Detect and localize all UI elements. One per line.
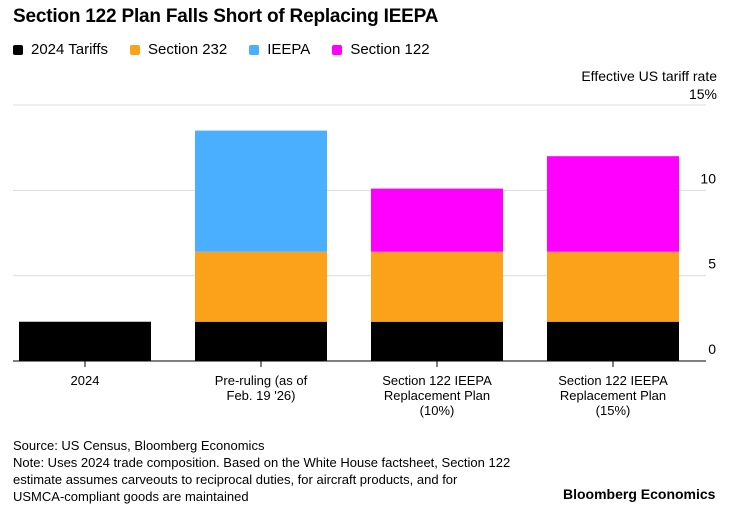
bar-segment-section-232 [547,251,679,322]
legend-item-ieepa: IEEPA [249,41,310,58]
note-line-3: USMCA-compliant goods are maintained [13,489,249,504]
note-line-1: Note: Uses 2024 trade composition. Based… [13,455,511,470]
legend-item-section-122: Section 122 [332,41,430,58]
legend-swatch [13,44,23,55]
bar-segment-section-122 [371,188,503,252]
y-tick-label: 5 [708,256,716,272]
source-text: Source: US Census, Bloomberg Economics [13,438,265,453]
bars [19,130,679,361]
legend-label: IEEPA [267,41,311,58]
legend-swatch [332,44,343,55]
y-tick-label: 10 [700,170,716,186]
footer: Source: US Census, Bloomberg Economics N… [13,437,510,505]
x-tick-label: Feb. 19 '26) [227,388,296,403]
chart-title: Section 122 Plan Falls Short of Replacin… [13,6,439,27]
legend: 2024 Tariffs Section 232 IEEPA Section 1… [13,41,452,58]
x-tick-label: 2024 [71,373,100,388]
legend-item-2024-tariffs: 2024 Tariffs [13,41,108,58]
bar-segment-2024-tariffs [371,321,503,361]
legend-label: 2024 Tariffs [31,41,108,58]
bar-segment-section-232 [371,251,503,322]
x-tick-label: Pre-ruling (as of [215,373,308,388]
brand-logo-text: Bloomberg Economics [563,486,716,502]
note-line-2: estimate assumes carveouts to reciprocal… [13,472,458,487]
legend-label: Section 232 [148,41,228,58]
legend-label: Section 122 [350,41,430,58]
x-tick-label: Replacement Plan [560,388,666,403]
bar-segment-section-232 [195,251,327,322]
bar-segment-section-122 [547,156,679,252]
x-tick-label: (15%) [596,403,631,418]
x-tick-label: (10%) [420,403,455,418]
legend-swatch [130,44,140,55]
x-tick-label: Replacement Plan [384,388,490,403]
x-tick-label: Section 122 IEEPA [558,373,668,388]
bar-segment-2024-tariffs [547,321,679,361]
y-axis-title: Effective US tariff rate [581,68,717,84]
y-tick-label: 15% [689,86,717,102]
x-tick-label: Section 122 IEEPA [382,373,492,388]
bar-segment-ieepa [195,130,327,252]
y-tick-label: 0 [708,341,716,357]
legend-swatch [249,44,260,55]
bar-segment-2024-tariffs [19,321,151,361]
y-tick-labels: 0 5 10 15% [689,86,717,357]
legend-item-section-232: Section 232 [130,41,227,58]
bar-segment-2024-tariffs [195,321,327,361]
